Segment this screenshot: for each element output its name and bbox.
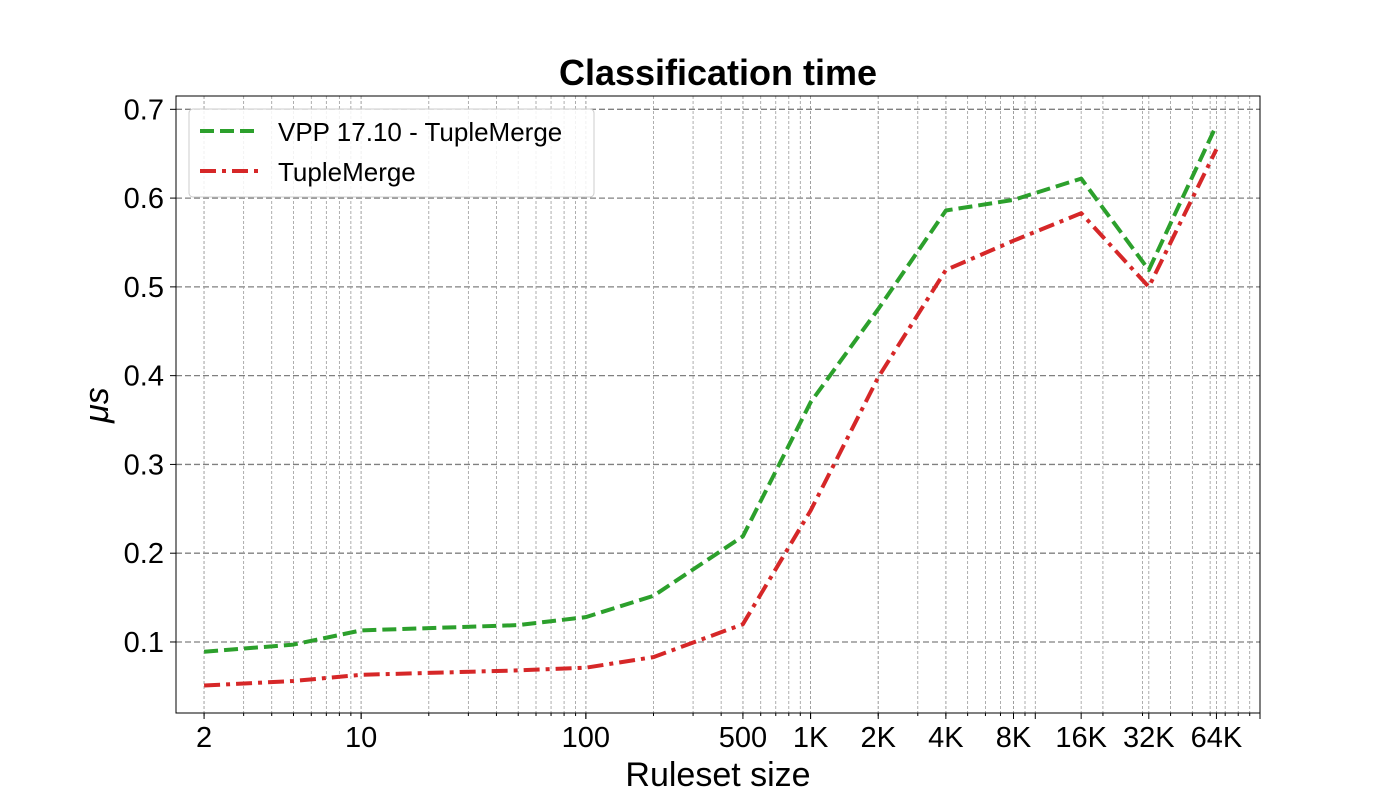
legend-label-vpp: VPP 17.10 - TupleMerge — [278, 117, 562, 147]
y-tick-label: 0.6 — [124, 183, 164, 215]
x-tick-label: 2K — [860, 722, 896, 754]
x-tick-label: 8K — [996, 722, 1032, 754]
plot-area-frame — [175, 95, 1261, 714]
y-tick-label: 0.2 — [124, 538, 164, 570]
y-axis-label: μs — [78, 387, 116, 424]
series-line-0 — [203, 124, 1219, 654]
x-tick-label: 32K — [1123, 722, 1175, 754]
series-lines — [203, 124, 1219, 688]
x-tick-label: 16K — [1055, 722, 1107, 754]
series-line-1 — [203, 148, 1219, 688]
x-tick-label: 4K — [928, 722, 964, 754]
x-tick-label: 500 — [719, 722, 767, 754]
y-tick-label: 0.7 — [124, 94, 164, 126]
y-tick-label: 0.1 — [124, 627, 164, 659]
legend-box — [188, 108, 595, 198]
x-axis-label: Ruleset size — [625, 756, 810, 794]
x-tick-label: 64K — [1191, 722, 1243, 754]
x-tick-label: 1K — [793, 722, 829, 754]
legend: VPP 17.10 - TupleMerge TupleMerge — [188, 108, 595, 198]
legend-label-tuplemerge: TupleMerge — [278, 157, 416, 187]
x-tick-label: 100 — [562, 722, 610, 754]
x-tick-label: 2 — [196, 722, 212, 754]
y-tick-label: 0.5 — [124, 272, 164, 304]
axis-ticks: 0.1 0.2 0.3 0.4 0.5 0.6 0.7 2 10 100 500 1K 2K 4K 8K 16… — [124, 94, 1261, 754]
chart-title: Classification time — [559, 52, 877, 93]
y-tick-label: 0.3 — [124, 449, 164, 481]
x-tick-label: 10 — [345, 722, 377, 754]
y-tick-label: 0.4 — [124, 361, 164, 393]
